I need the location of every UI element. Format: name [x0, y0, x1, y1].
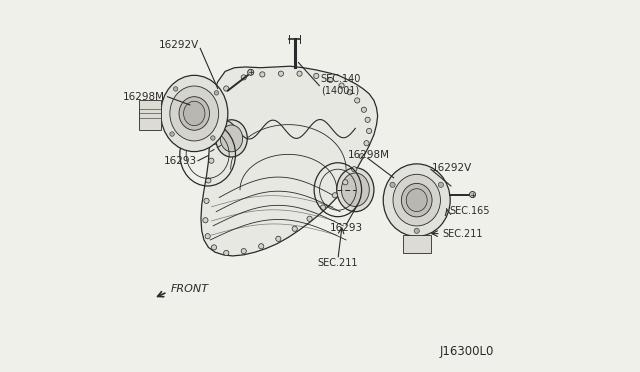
Ellipse shape — [179, 97, 209, 130]
Circle shape — [206, 178, 211, 183]
Circle shape — [214, 91, 219, 95]
Circle shape — [342, 180, 348, 185]
Circle shape — [321, 205, 326, 210]
Circle shape — [362, 107, 367, 112]
Bar — [403, 235, 431, 253]
Circle shape — [364, 141, 369, 146]
Ellipse shape — [401, 183, 432, 217]
Circle shape — [292, 226, 298, 231]
Circle shape — [367, 128, 372, 134]
Circle shape — [205, 234, 211, 239]
Circle shape — [204, 198, 209, 203]
Circle shape — [332, 193, 337, 198]
Circle shape — [203, 218, 208, 223]
Ellipse shape — [383, 164, 450, 237]
Circle shape — [209, 158, 214, 163]
Circle shape — [211, 122, 216, 127]
Circle shape — [347, 90, 353, 95]
Circle shape — [355, 98, 360, 103]
Text: 16293: 16293 — [164, 156, 197, 166]
Circle shape — [365, 117, 370, 122]
Circle shape — [414, 228, 419, 234]
Text: J16300L0: J16300L0 — [440, 345, 494, 358]
Circle shape — [276, 236, 281, 241]
Text: SEC.165: SEC.165 — [449, 206, 490, 216]
Circle shape — [223, 250, 229, 256]
Circle shape — [390, 182, 395, 187]
Ellipse shape — [170, 86, 219, 141]
Text: FRONT: FRONT — [170, 285, 209, 294]
Circle shape — [211, 140, 216, 145]
Text: SEC.211: SEC.211 — [317, 259, 358, 268]
Text: 16298M: 16298M — [348, 151, 389, 160]
Circle shape — [211, 136, 215, 140]
Circle shape — [259, 244, 264, 249]
Circle shape — [170, 132, 174, 136]
Circle shape — [248, 69, 253, 76]
Circle shape — [359, 154, 364, 159]
Circle shape — [223, 86, 229, 91]
Text: 16298M: 16298M — [122, 92, 164, 102]
Ellipse shape — [220, 125, 243, 152]
Text: 16292V: 16292V — [431, 163, 472, 173]
Text: SEC.140
(14001): SEC.140 (14001) — [321, 74, 361, 96]
Ellipse shape — [337, 168, 374, 212]
Polygon shape — [201, 66, 378, 256]
Ellipse shape — [184, 101, 205, 126]
Circle shape — [241, 75, 246, 80]
Text: 16292V: 16292V — [159, 41, 199, 50]
Circle shape — [211, 245, 216, 250]
Ellipse shape — [341, 173, 369, 206]
Circle shape — [173, 87, 178, 91]
Circle shape — [260, 72, 265, 77]
Text: 16293: 16293 — [330, 223, 364, 232]
Bar — [140, 100, 161, 130]
Circle shape — [328, 77, 333, 83]
Circle shape — [211, 105, 216, 110]
Circle shape — [278, 71, 284, 76]
Circle shape — [438, 182, 444, 187]
Circle shape — [470, 192, 476, 198]
Circle shape — [297, 71, 302, 76]
Ellipse shape — [406, 189, 427, 212]
Circle shape — [307, 216, 312, 221]
Text: SEC.211: SEC.211 — [443, 230, 483, 239]
Circle shape — [351, 167, 357, 172]
Ellipse shape — [216, 120, 247, 157]
Circle shape — [241, 248, 246, 254]
Ellipse shape — [393, 174, 440, 226]
Circle shape — [339, 83, 344, 88]
Circle shape — [314, 73, 319, 78]
Ellipse shape — [161, 75, 228, 152]
